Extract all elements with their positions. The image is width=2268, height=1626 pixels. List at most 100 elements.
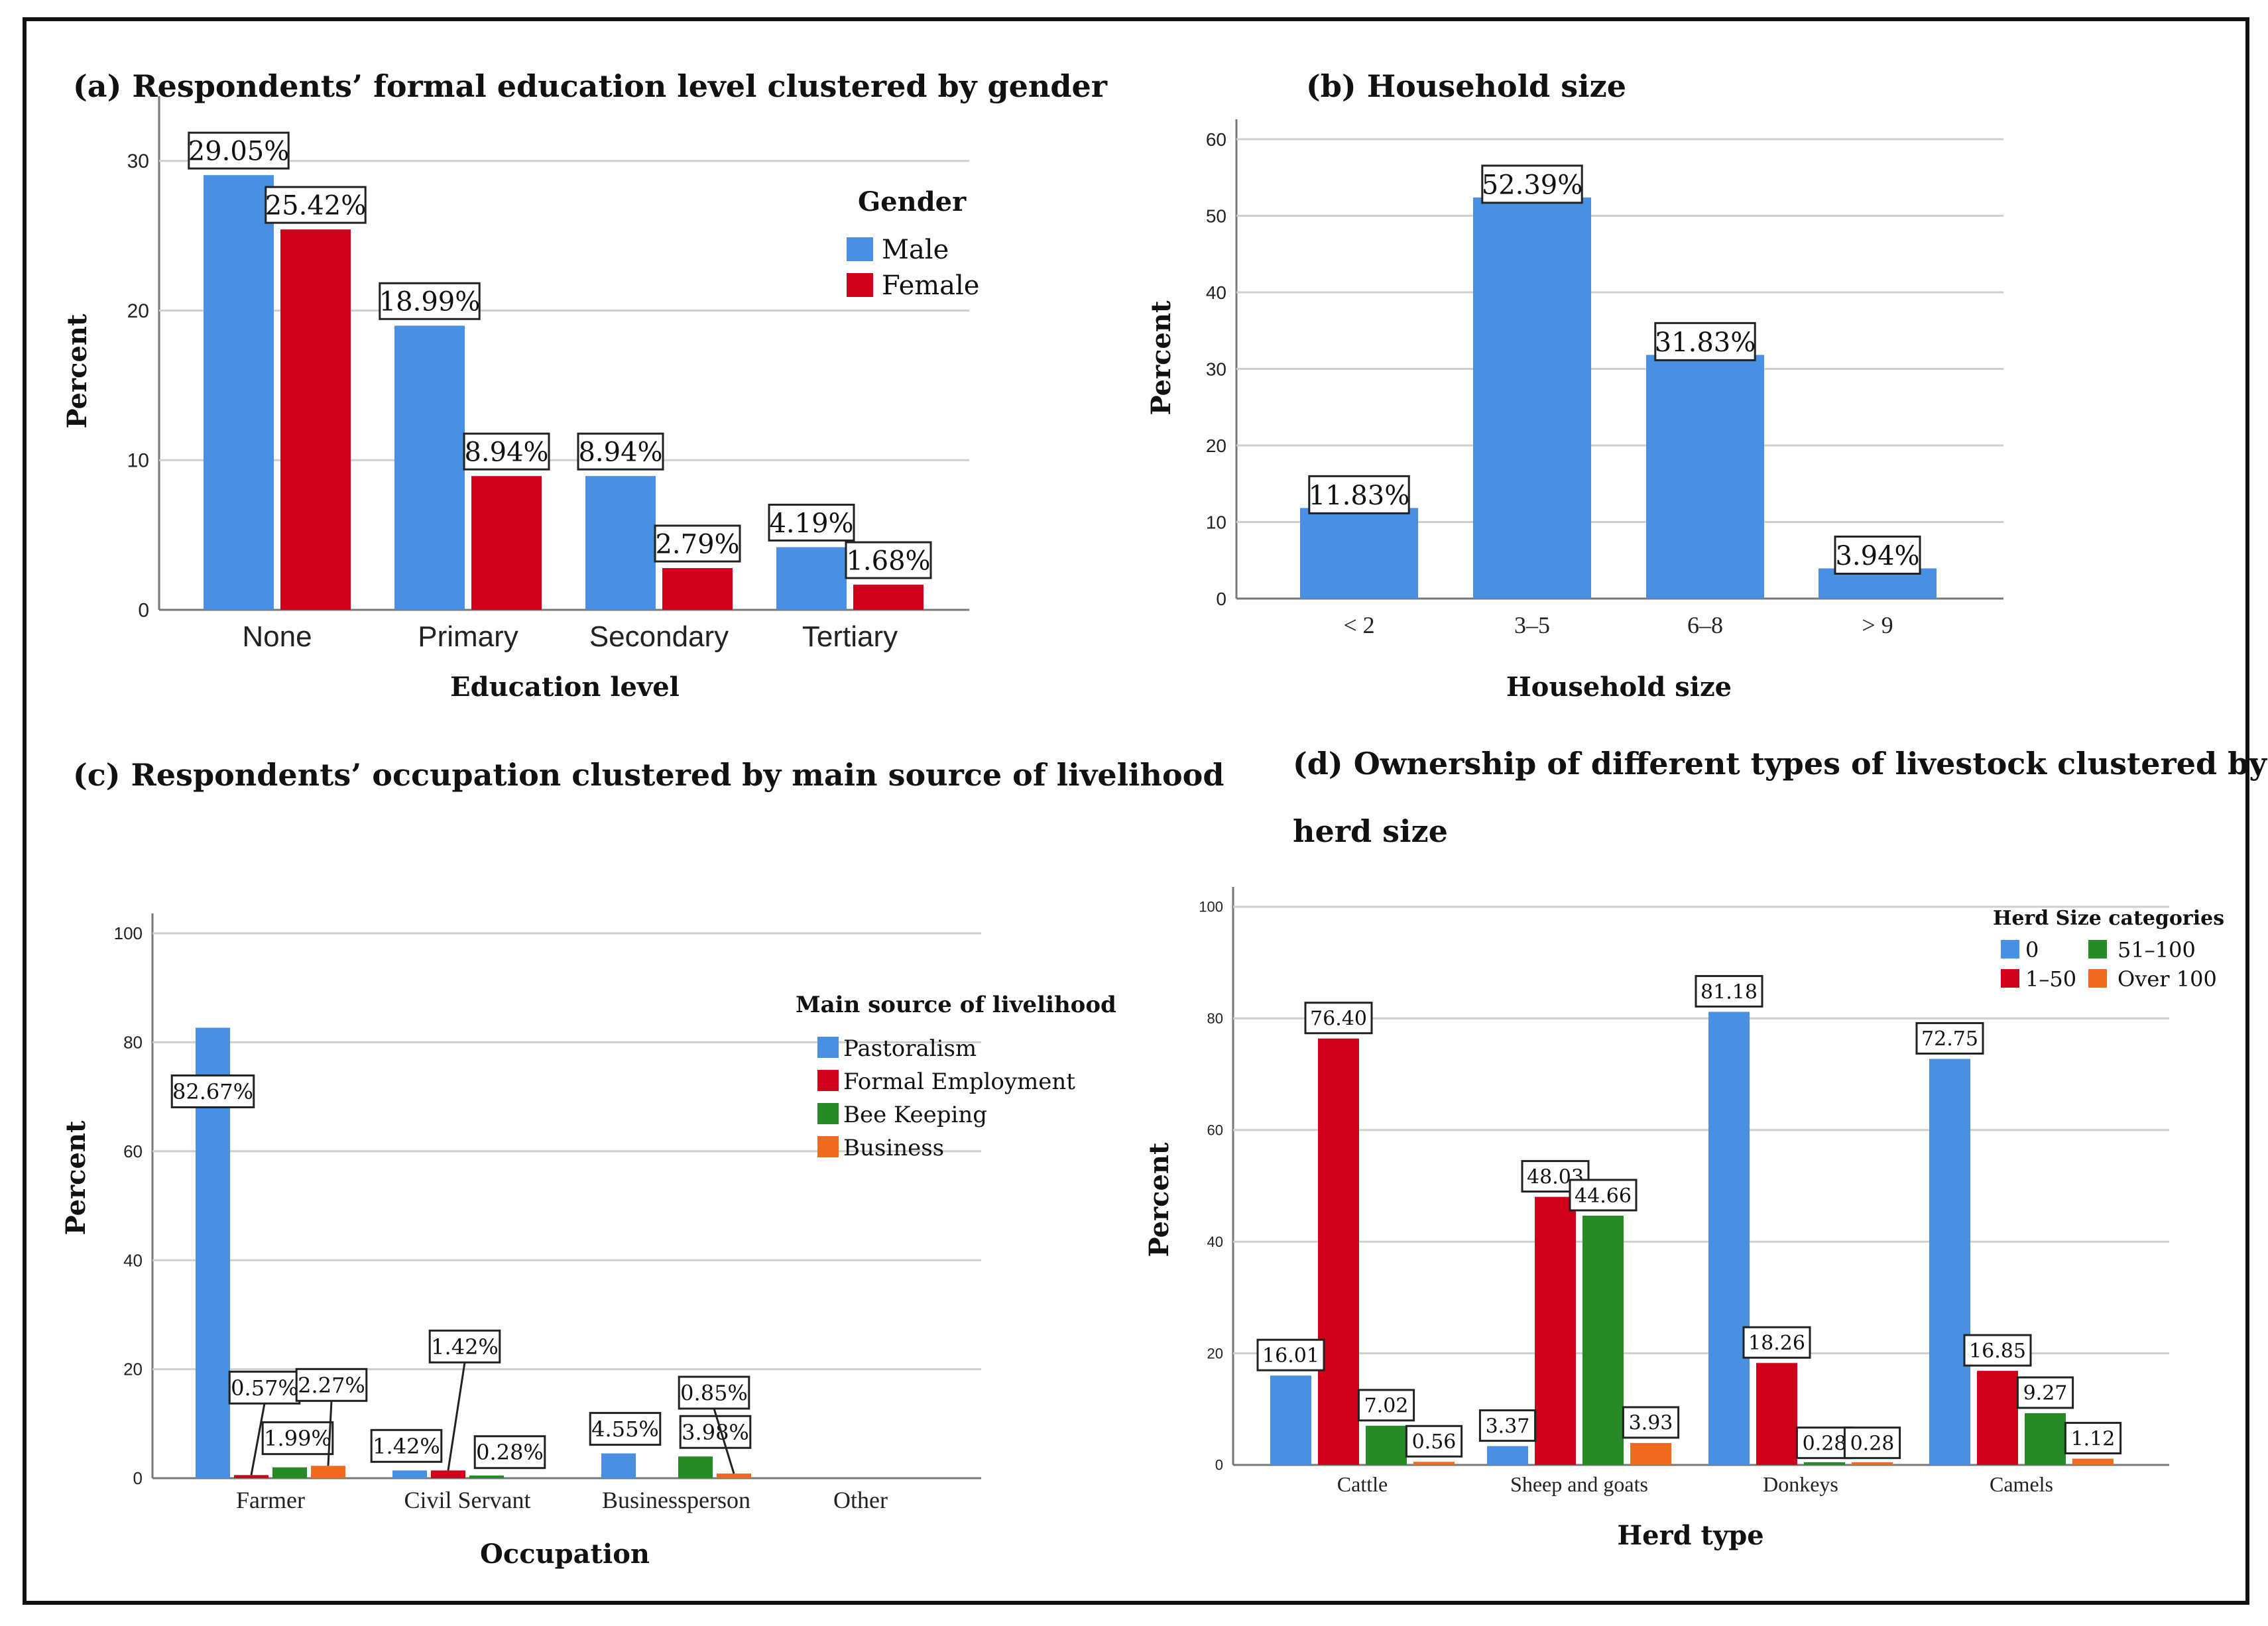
bar-female-tertiary <box>853 585 924 610</box>
x-category-label: Civil Servant <box>404 1487 531 1513</box>
label-leader-line <box>447 1362 466 1471</box>
x-category-label: < 2 <box>1343 612 1374 638</box>
data-label: 7.02 <box>1364 1395 1409 1418</box>
y-tick-label: 20 <box>123 1360 143 1379</box>
data-label: 1.68% <box>846 546 930 576</box>
bar-0-camels <box>1929 1059 1970 1465</box>
bar-percent-3-5 <box>1473 197 1591 599</box>
data-label: 0.85% <box>680 1381 748 1406</box>
y-tick-label: 60 <box>1206 129 1226 150</box>
data-label-box <box>1843 1426 1901 1460</box>
data-label: 4.55% <box>591 1417 659 1442</box>
bar-1-50-cattle <box>1318 1038 1359 1465</box>
data-label-box <box>1357 1389 1415 1422</box>
data-label: 0.28 <box>1803 1432 1847 1455</box>
bar-1-50-camels <box>1977 1371 2018 1465</box>
bar-female-secondary <box>662 568 733 610</box>
legend: Main source of livelihood Pastoralism Fo… <box>796 992 1116 1161</box>
data-label: 0.57% <box>231 1375 298 1401</box>
data-label: 1.42% <box>373 1434 440 1459</box>
legend-label-female: Female <box>882 270 979 301</box>
data-label-box <box>1308 475 1410 514</box>
data-label-box <box>1915 1021 1984 1055</box>
y-tick-label: 100 <box>1199 899 1223 915</box>
bar-1-50-donkeys <box>1756 1363 1797 1465</box>
bar-51-100-sheep-and-goats <box>1582 1215 1624 1465</box>
data-label: 18.26 <box>1748 1332 1805 1355</box>
bar-female-none <box>280 229 351 610</box>
legend-label-formal-employment: Formal Employment <box>843 1069 1075 1095</box>
y-tick-label: 30 <box>127 150 149 172</box>
data-label-box <box>1569 1179 1638 1212</box>
data-label-box <box>768 503 855 542</box>
data-label: 3.98% <box>682 1420 749 1445</box>
x-category-label: Sheep and goats <box>1510 1472 1648 1496</box>
data-label-box <box>679 1415 752 1449</box>
y-tick-label: 60 <box>123 1141 143 1161</box>
data-label: 0.28 <box>1850 1432 1895 1455</box>
x-category-label: Camels <box>1990 1472 2053 1496</box>
data-label: 81.18 <box>1701 980 1758 1004</box>
data-label: 3.93 <box>1629 1412 1673 1435</box>
chart-title: (c) Respondents’ occupation clustered by… <box>73 757 1224 793</box>
data-label-box <box>1622 1406 1680 1439</box>
data-label: 29.05% <box>188 137 290 167</box>
data-label-box <box>678 1375 750 1410</box>
chart-title: (a) Respondents’ formal education level … <box>73 68 1108 104</box>
y-tick-label: 40 <box>123 1250 143 1270</box>
data-label: 18.99% <box>379 287 481 318</box>
x-category-label: 3–5 <box>1514 612 1550 638</box>
data-label-box <box>1405 1424 1463 1458</box>
y-tick-label: 20 <box>1207 1345 1223 1362</box>
legend-swatch-1-50 <box>2001 969 2019 988</box>
data-label-box <box>654 524 741 563</box>
data-label-box <box>170 1074 255 1108</box>
data-label: 11.83% <box>1309 481 1410 511</box>
bar-business-businessperson <box>717 1474 751 1478</box>
data-label: 31.83% <box>1655 327 1756 358</box>
y-axis-title: Percent <box>60 1120 91 1235</box>
bar-over-100-cattle <box>1413 1462 1455 1465</box>
data-label-box <box>2016 1376 2074 1409</box>
data-label-box <box>1481 164 1583 204</box>
chart-panel-d: (d) Ownership of different types of live… <box>1144 746 2267 1551</box>
bar-0-donkeys <box>1708 1012 1750 1465</box>
y-tick-label: 80 <box>1207 1010 1223 1027</box>
bar-male-tertiary <box>776 547 847 610</box>
x-category-label: 6–8 <box>1687 612 1723 638</box>
x-axis-title: Herd type <box>1617 1520 1763 1551</box>
data-label: 4.19% <box>769 508 853 539</box>
x-axis-title: Household size <box>1506 671 1732 703</box>
x-category-label: None <box>242 620 312 653</box>
y-tick-label: 0 <box>1216 589 1226 609</box>
data-label: 1.12 <box>2071 1427 2116 1450</box>
data-label: 8.94% <box>578 437 662 468</box>
bar-over-100-sheep-and-goats <box>1630 1442 1671 1465</box>
y-tick-label: 10 <box>1206 512 1226 532</box>
data-label-box <box>370 1428 443 1463</box>
bar-bee-keeping-businessperson <box>678 1456 713 1478</box>
x-category-label: Tertiary <box>802 620 898 653</box>
data-label-box <box>188 131 290 170</box>
x-category-label: Donkeys <box>1763 1472 1838 1496</box>
data-label-box <box>1834 535 1921 575</box>
y-tick-label: 0 <box>133 1468 143 1488</box>
y-tick-label: 100 <box>114 923 143 943</box>
legend-label-0: 0 <box>2025 937 2039 962</box>
data-label-box <box>2064 1422 2122 1455</box>
x-category-label: > 9 <box>1862 612 1893 638</box>
data-label: 76.40 <box>1310 1008 1367 1031</box>
y-tick-label: 40 <box>1207 1234 1223 1250</box>
legend-swatch-business <box>817 1136 839 1157</box>
data-label: 0.28% <box>476 1440 544 1465</box>
data-label: 3.94% <box>1835 541 1919 571</box>
data-label: 82.67% <box>172 1079 253 1104</box>
legend-swatch-51-100 <box>2088 940 2107 958</box>
bar-female-primary <box>471 476 542 610</box>
legend-label-1-50: 1–50 <box>2025 966 2076 992</box>
data-label: 25.42% <box>265 191 367 221</box>
y-axis-title: Percent <box>1146 300 1177 415</box>
bar-male-none <box>204 175 274 610</box>
data-label: 2.79% <box>655 529 739 559</box>
chart-panel-a: (a) Respondents’ formal education level … <box>62 68 1108 703</box>
